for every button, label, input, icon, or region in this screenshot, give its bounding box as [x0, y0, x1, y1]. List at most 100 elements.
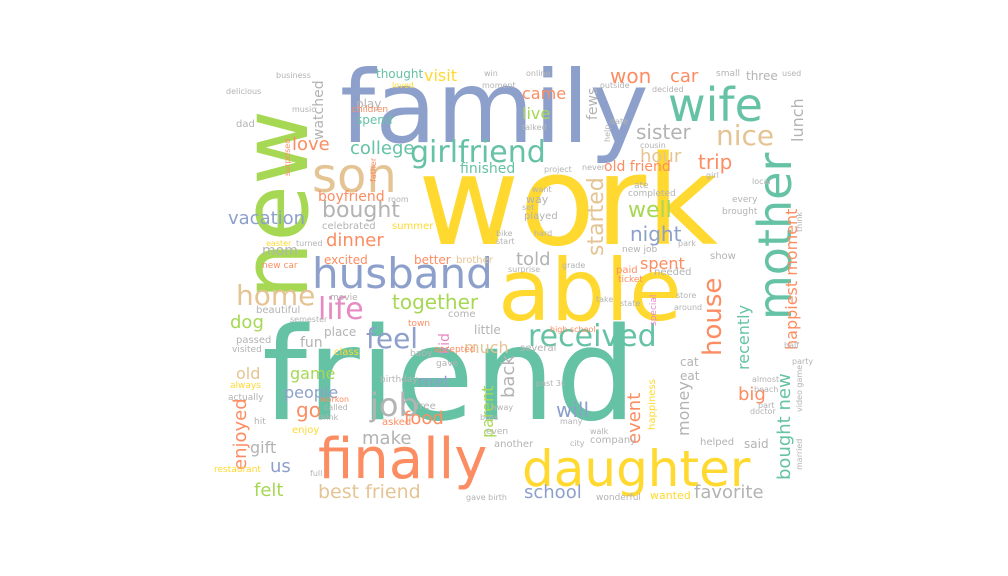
word-work: work — [418, 130, 719, 274]
word-video-game: video game — [795, 364, 804, 412]
word-restaurant: restaurant — [214, 465, 261, 475]
word-received: received — [528, 319, 657, 354]
word-summer: summer — [392, 221, 434, 232]
word-full: full — [310, 469, 323, 478]
word-room: room — [388, 195, 409, 204]
word-place: place — [324, 325, 357, 339]
word-high-school: high school — [550, 325, 596, 334]
word-fun: fun — [300, 335, 323, 351]
word-started: started — [584, 177, 609, 256]
word-fews: fews — [585, 87, 601, 120]
word-store: store — [676, 291, 697, 300]
word-house: house — [698, 277, 728, 356]
word-father: father — [369, 157, 378, 182]
word-loved: loved — [392, 81, 414, 90]
word-live: live — [522, 104, 551, 123]
word-home: home — [236, 279, 316, 312]
word-wife: wife — [668, 78, 763, 132]
word-people: people — [284, 383, 339, 402]
word-college: college — [350, 138, 415, 159]
word-finished: finished — [460, 161, 516, 177]
word-love: love — [292, 134, 330, 155]
word-us: us — [270, 456, 291, 477]
word-play: play — [356, 97, 382, 111]
word-vacation: vacation — [228, 208, 306, 229]
word-moment: moment — [482, 81, 516, 90]
word-outside: outside — [600, 81, 630, 90]
word-night: night — [630, 222, 682, 246]
word-doctor: doctor — [750, 407, 776, 416]
word-class: class — [334, 347, 359, 358]
word-show: show — [710, 251, 736, 262]
word-gift: gift — [250, 438, 277, 457]
word-delicious: delicious — [226, 87, 262, 96]
word-movie: movie — [330, 293, 358, 303]
word-even: even — [486, 427, 509, 437]
word-gave-birth: gave birth — [466, 493, 507, 502]
word-past-3s: past 3s — [536, 379, 566, 388]
word-nice: nice — [716, 119, 775, 152]
word-want: want — [532, 185, 552, 194]
word-surprise: surprise — [508, 265, 541, 274]
word-state: state — [620, 299, 641, 308]
word-girl: girl — [706, 171, 719, 180]
word-feel: feel — [366, 322, 419, 355]
word-grade: grade — [562, 261, 586, 270]
word-family: family — [340, 49, 649, 166]
word-turned: turned — [296, 239, 323, 248]
word-finally: finally — [318, 427, 488, 492]
word-life: life — [318, 292, 364, 327]
word-almost: almost — [752, 375, 780, 384]
word-together: together — [392, 290, 479, 314]
word-new-car: new car — [262, 261, 298, 271]
word-spent: spent — [640, 254, 685, 273]
word-every: every — [732, 195, 758, 205]
word-actually: actually — [228, 393, 264, 403]
word-away: away — [492, 403, 514, 412]
word-trip: trip — [698, 150, 733, 174]
word-better: better — [414, 253, 451, 267]
word-sister: sister — [636, 120, 691, 144]
word-bought: bought — [322, 198, 400, 223]
word-eat: eat — [680, 369, 700, 383]
word-go: go — [296, 398, 321, 422]
word-half: half — [784, 341, 800, 350]
word-beautiful: beautiful — [256, 305, 301, 316]
word-called: called — [324, 403, 348, 412]
word-completed: completed — [628, 189, 676, 199]
word-lunch: lunch — [788, 98, 807, 142]
word-talked: talked — [522, 123, 547, 132]
word-daughter: daughter — [522, 440, 751, 498]
word-won: won — [610, 64, 652, 88]
word-mom: mom — [262, 243, 298, 259]
word-free: free — [416, 401, 436, 412]
word-boyfriend: boyfriend — [318, 189, 385, 205]
word-met: met — [418, 372, 450, 391]
word-felt: felt — [254, 480, 284, 501]
word-little: little — [474, 323, 501, 337]
word-happiness: happiness — [647, 379, 658, 430]
word-hard: hard — [534, 229, 553, 238]
word-cat: cat — [680, 355, 699, 369]
word-job: job — [370, 386, 419, 424]
word-old: old — [236, 364, 261, 383]
word-birthday: birthday — [380, 375, 418, 385]
word-company: company — [590, 435, 637, 446]
word-school: school — [524, 482, 582, 503]
word-decided: decided — [652, 85, 684, 94]
word-visited: visited — [232, 345, 262, 355]
word-boss: boss — [480, 413, 499, 422]
word-part: part — [758, 401, 775, 410]
word-easter: easter — [266, 239, 292, 248]
word-best-friend: best friend — [318, 481, 421, 503]
word-bought-new: bought new — [774, 373, 795, 480]
word-never: never — [582, 163, 605, 172]
word-told: told — [516, 249, 551, 270]
word-city: city — [570, 439, 585, 448]
word-new-job: new job — [622, 245, 658, 255]
word-able: able — [498, 241, 683, 341]
word-online: online — [526, 69, 551, 78]
word-favorite: favorite — [694, 482, 764, 503]
word-several: several — [520, 343, 557, 354]
word-children: children — [352, 105, 389, 115]
